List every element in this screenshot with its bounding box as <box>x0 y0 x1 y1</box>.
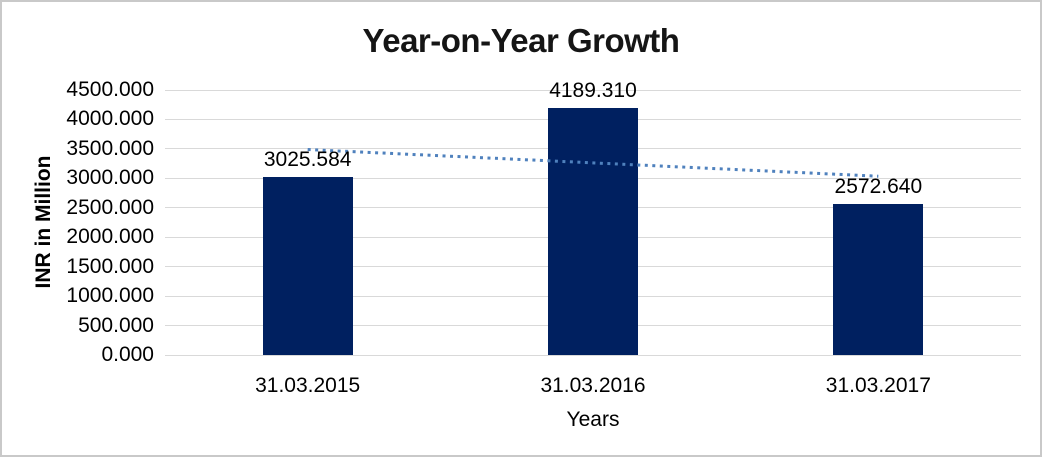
y-tick-label: 500.000 <box>78 313 154 337</box>
y-tick-label: 3000.000 <box>66 166 154 190</box>
y-tick-label: 4500.000 <box>66 78 154 101</box>
y-tick-label: 1000.000 <box>66 284 154 308</box>
bar-data-label: 3025.584 <box>263 147 352 171</box>
bar <box>262 176 353 355</box>
y-tick-label: 3500.000 <box>66 136 154 160</box>
bar <box>833 203 924 355</box>
gridline <box>165 89 1021 91</box>
y-tick-label: 2500.000 <box>66 195 154 219</box>
x-tick-label: 31.03.2015 <box>255 374 361 397</box>
x-tick-label: 31.03.2016 <box>540 374 646 397</box>
y-tick-label: 4000.000 <box>66 107 154 131</box>
x-axis-title: Years <box>566 408 620 431</box>
chart-title: Year-on-Year Growth <box>362 22 680 59</box>
y-tick-label: 2000.000 <box>66 225 154 249</box>
x-tick-label: 31.03.2017 <box>825 374 931 397</box>
y-tick-label: 0.000 <box>101 343 154 366</box>
y-tick-label: 1500.000 <box>66 254 154 278</box>
bar <box>548 108 638 355</box>
bar-data-label: 4189.310 <box>549 79 637 103</box>
gridline <box>165 354 1021 356</box>
bar-data-label: 2572.640 <box>834 174 923 198</box>
